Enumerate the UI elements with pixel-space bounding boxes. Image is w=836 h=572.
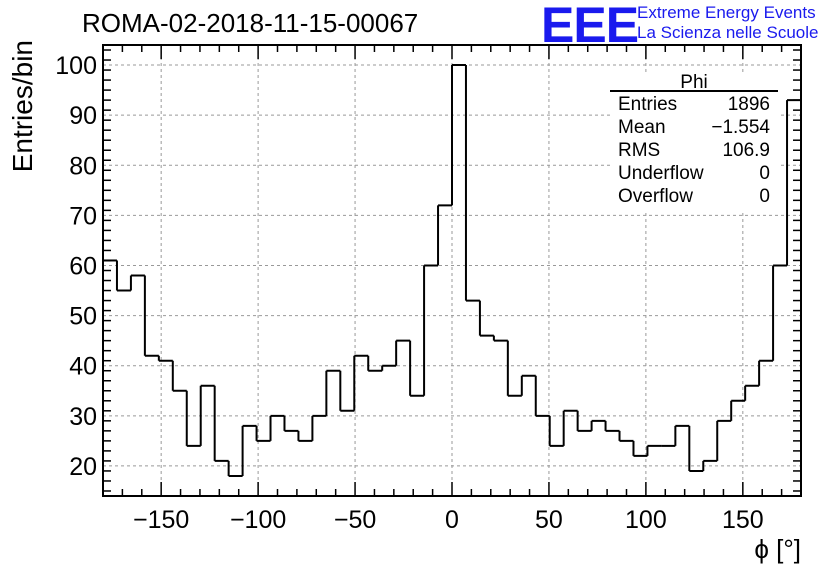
histogram-bin — [255, 425, 271, 442]
stats-background — [610, 72, 778, 212]
x-tick-label: 150 — [722, 506, 764, 534]
y-tick-label: 70 — [69, 202, 97, 230]
histogram-bin — [437, 204, 452, 266]
x-tick-label: −100 — [230, 506, 286, 534]
stats-label: Underflow — [618, 163, 704, 184]
stats-value: 106.9 — [722, 140, 770, 161]
histogram-bin — [367, 355, 383, 372]
stats-value: 0 — [759, 163, 770, 184]
histogram-bin — [548, 415, 564, 447]
histogram-bin — [730, 399, 746, 421]
histogram-bin — [213, 385, 229, 462]
y-tick-label: 30 — [69, 403, 97, 431]
histogram-bin — [395, 339, 411, 366]
histogram-bin — [199, 384, 215, 446]
stats-value: 0 — [759, 186, 770, 207]
histogram-bin — [325, 369, 341, 416]
histogram-bin — [478, 300, 494, 337]
stats-label: Mean — [618, 117, 666, 138]
histogram-bin — [688, 425, 704, 472]
histogram-bin — [646, 444, 662, 456]
histogram-bin — [185, 390, 201, 447]
axis-labels: −150 −100 −50 0 50 100 150 20 30 40 50 60 70 80 90 100 ϕ… — [7, 40, 801, 564]
histogram-bin — [590, 419, 606, 431]
histogram-bin — [353, 354, 369, 411]
histogram-bin — [451, 64, 466, 206]
stats-value: −1.554 — [711, 117, 770, 138]
x-tick-label: −50 — [334, 506, 376, 534]
histogram-bin — [576, 410, 592, 432]
histogram-bin — [171, 360, 187, 392]
histogram-bin — [409, 340, 425, 397]
histogram-bin — [506, 340, 522, 397]
histogram-bin — [562, 409, 578, 446]
plot-title: ROMA-02-2018-11-15-00067 — [82, 8, 419, 38]
histogram-bin — [758, 359, 774, 386]
histogram-bin — [674, 424, 690, 446]
histogram-bin — [632, 440, 648, 457]
histogram-bin — [604, 420, 620, 432]
stats-value: 1896 — [728, 94, 770, 115]
histogram-bin — [297, 430, 313, 442]
histogram-bin — [143, 275, 159, 357]
histogram-bin — [381, 364, 397, 371]
y-axis-label: Entries/bin — [7, 40, 38, 172]
y-tick-label: 80 — [69, 152, 97, 180]
histogram-bin — [744, 384, 760, 401]
histogram-bin — [115, 260, 131, 292]
y-tick-label: 20 — [69, 453, 97, 481]
histogram-bin — [227, 460, 243, 477]
histogram-bin — [772, 264, 788, 361]
stats-header: Phi — [680, 72, 707, 93]
x-axis-label: ϕ [°] — [754, 534, 801, 564]
histogram-bin — [269, 414, 285, 441]
histogram-bin — [241, 424, 257, 476]
x-tick-label: 50 — [535, 506, 563, 534]
x-tick-label: 0 — [445, 506, 459, 534]
histogram-bin — [534, 375, 550, 417]
histogram-bin — [464, 65, 480, 302]
stats-label: Overflow — [618, 186, 693, 207]
histogram-bin — [520, 374, 536, 396]
eee-tagline-1: Extreme Energy Events — [637, 3, 816, 22]
histogram-bin — [157, 355, 173, 362]
eee-logo: EEE — [541, 0, 639, 53]
x-tick-label: −150 — [133, 506, 189, 534]
y-tick-label: 40 — [69, 353, 97, 381]
y-tick-label: 90 — [69, 102, 97, 130]
y-tick-label: 100 — [55, 52, 97, 80]
histogram-bin — [283, 415, 299, 432]
stats-label: RMS — [618, 140, 660, 161]
histogram-bin — [423, 264, 439, 396]
y-tick-label: 50 — [69, 303, 97, 331]
y-tick-label: 60 — [69, 252, 97, 280]
axis-ticks — [102, 45, 802, 496]
histogram-bin — [339, 370, 355, 412]
histogram-bin — [702, 459, 718, 471]
histogram-bin — [129, 274, 145, 291]
histogram-bin — [716, 419, 732, 461]
histogram-bin — [618, 430, 634, 442]
eee-tagline-2: La Scienza nelle Scuole — [637, 23, 819, 42]
stats-label: Entries — [618, 94, 677, 115]
histogram-bin — [492, 335, 508, 342]
histogram-bin — [311, 414, 327, 441]
x-tick-label: 100 — [625, 506, 667, 534]
